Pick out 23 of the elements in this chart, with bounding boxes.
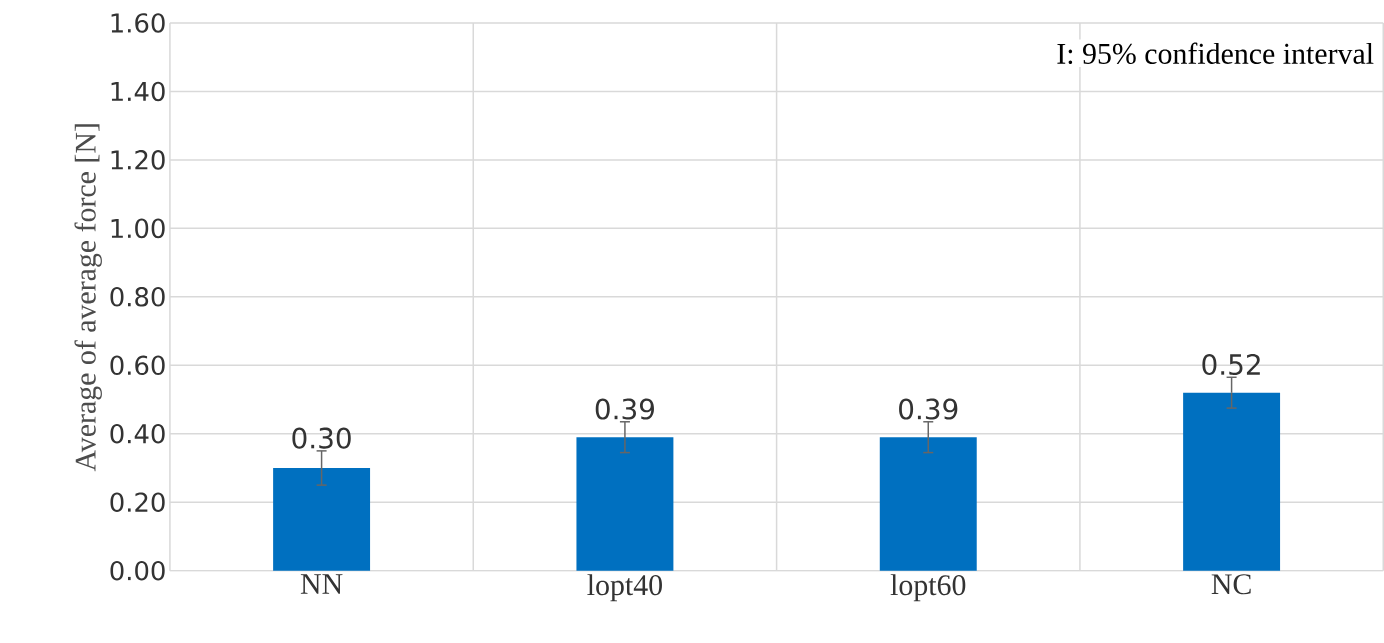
x-tick-label: NN <box>300 574 343 594</box>
x-tick-label: NC <box>1211 574 1251 595</box>
y-tick-label: 1.60 <box>111 13 165 33</box>
bar <box>1183 392 1281 571</box>
bar <box>273 468 371 571</box>
data-label: 0.39 <box>595 398 654 420</box>
y-tick-label: 1.40 <box>111 81 165 102</box>
annotation: I: 95% confidence interval <box>1057 42 1374 65</box>
y-axis-title: Average of average force [N] <box>74 124 102 472</box>
y-tick-label: 0.60 <box>110 355 165 376</box>
y-tick-label: 0.80 <box>110 287 165 307</box>
bar <box>576 437 674 571</box>
y-tick-label: 0.20 <box>110 492 165 513</box>
y-tick-label: 0.40 <box>110 424 165 444</box>
y-tick-label: 0.00 <box>110 561 165 581</box>
data-label: 0.30 <box>292 427 351 449</box>
y-tick-label: 1.00 <box>111 218 165 239</box>
y-tick-label: 1.20 <box>111 150 165 170</box>
bar <box>879 437 977 571</box>
x-tick-label: lopt40 <box>587 574 662 602</box>
data-label: 0.39 <box>899 398 958 420</box>
x-tick-label: lopt60 <box>890 574 966 602</box>
data-label: 0.52 <box>1202 354 1260 376</box>
